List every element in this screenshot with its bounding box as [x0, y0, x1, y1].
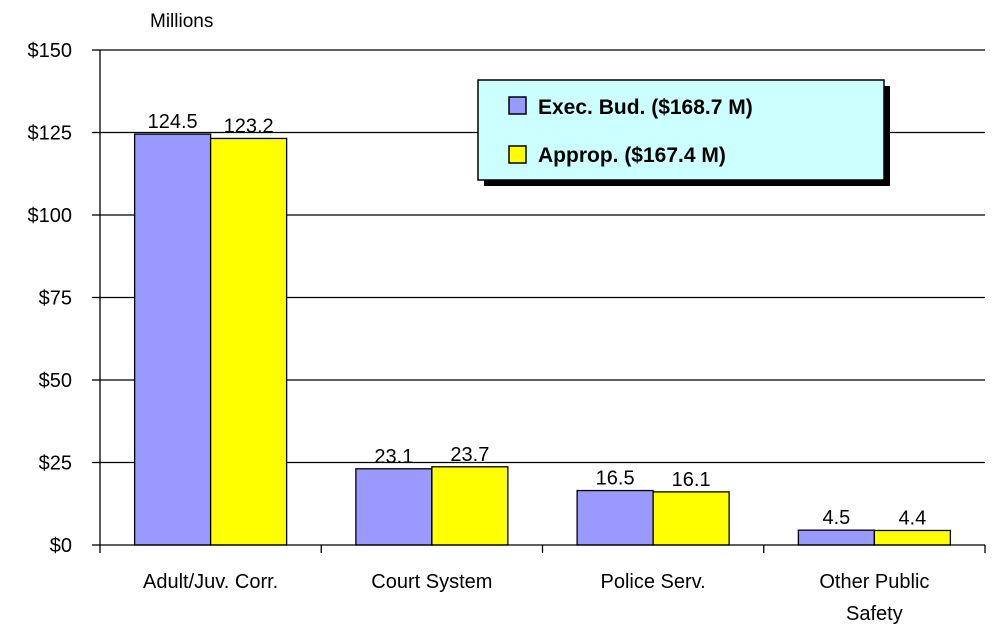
x-tick-labels: Adult/Juv. Corr. Court System Police Serv.…	[143, 571, 929, 625]
data-label: 4.5	[822, 507, 850, 529]
x-tick-label: Police Serv.	[601, 571, 706, 593]
bar-exec-1	[355, 468, 433, 546]
y-tick-label: $150	[28, 40, 73, 62]
y-tick-label: $75	[39, 288, 72, 310]
bar-exec-3	[797, 529, 876, 546]
bar-approp-2	[652, 491, 730, 546]
data-label: 16.1	[672, 469, 711, 491]
y-tick-label: $100	[28, 205, 73, 227]
data-labels: 124.5 123.2 23.1 23.7 16.5 16.1 4.5 4.4	[148, 111, 927, 529]
legend-label-approp: Approp. ($167.4 M)	[538, 144, 726, 167]
x-tick-label: Adult/Juv. Corr.	[143, 571, 278, 593]
y-unit-label: Millions	[150, 11, 213, 32]
x-tick-label: Court System	[371, 571, 492, 593]
legend-swatch-approp	[508, 145, 527, 164]
legend: Exec. Bud. ($168.7 M) Approp. ($167.4 M)	[477, 79, 890, 186]
data-label: 124.5	[148, 111, 198, 133]
bar-approp-1	[431, 466, 509, 546]
legend-label-exec: Exec. Bud. ($168.7 M)	[538, 96, 753, 119]
legend-box	[477, 79, 885, 181]
y-tick-label: $50	[39, 370, 72, 392]
y-tick-label: $25	[39, 453, 72, 475]
bar-exec-0	[133, 133, 212, 546]
data-label: 23.7	[450, 444, 489, 466]
data-label: 4.4	[898, 507, 926, 529]
bar-approp-3	[873, 529, 952, 546]
data-label: 16.5	[596, 468, 635, 490]
y-tick-label: $0	[50, 535, 72, 557]
bar-approp-0	[209, 137, 288, 546]
y-tick-labels: $0 $25 $50 $75 $100 $125 $150	[28, 40, 73, 557]
data-label: 123.2	[224, 115, 274, 137]
x-tick-label: Other Public	[819, 571, 929, 593]
x-tick-label: Safety	[846, 603, 903, 625]
axes	[99, 50, 986, 553]
bars	[133, 133, 952, 546]
legend-swatch-exec	[508, 96, 527, 115]
y-tick-label: $125	[28, 123, 73, 145]
data-label: 23.1	[374, 446, 413, 468]
bar-exec-2	[576, 489, 654, 546]
